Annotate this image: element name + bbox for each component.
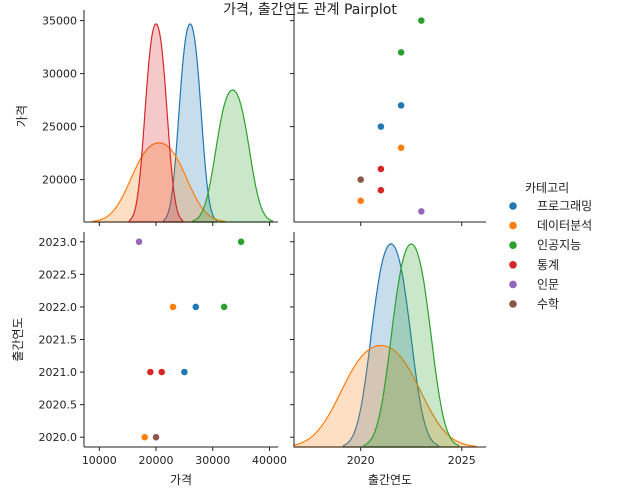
panel-price-kde-ytick-label: 35000 [42,15,77,28]
panels-layer: 20000 25000 30000 35000 2020.0 2020.5 2021.0 20… [11,10,486,487]
legend-marker-데이터분석 [509,221,517,230]
legend-label: 프로그래밍 [537,199,592,213]
panel-year-price-ytick-label: 2023.0 [39,236,78,249]
legend-marker-수학 [509,300,517,308]
x-axis-label-year: 출간연도 [368,473,412,487]
scatter-point-price-year [417,16,426,25]
scatter-point-year-price [180,368,189,376]
scatter-point-year-price [140,433,149,441]
y-axis-label-price: 가격 [15,105,29,127]
y-axis-label-year: 출간연도 [11,317,25,361]
scatter-point-year-price [220,303,228,311]
kde-year-데이터분석 [293,344,477,448]
legend-label: 인공지능 [537,238,581,252]
panel-year-price-ytick-label: 2020.0 [39,431,78,444]
kde-price-프로그래밍 [162,23,218,223]
chart-title: 가격, 출간연도 관계 Pairplot [223,2,397,18]
panel-year-kde-xtick-label: 2025 [448,454,476,467]
legend-marker-인공지능 [509,241,517,249]
panel-price-kde-ytick-label: 30000 [42,68,77,81]
scatter-point-price-year [377,122,385,131]
legend-label: 데이터분석 [537,219,592,233]
scatter-point-price-year [397,48,405,57]
kde-year-프로그래밍 [343,243,439,448]
scatter-point-year-price [237,238,245,246]
scatter-point-price-year [397,101,405,110]
scatter-point-price-year [417,207,426,216]
scatter-point-year-price [152,433,160,441]
legend-label: 통계 [537,258,559,272]
legend-label: 인문 [537,277,559,291]
panel-price-kde-ytick-label: 20000 [42,174,77,187]
legend-marker-프로그래밍 [509,202,517,210]
panel-year-price-xtick-label: 30000 [195,454,230,467]
scatter-point-year-price [135,238,143,246]
panel-year-kde-xtick-label: 2020 [347,454,375,467]
scatter-point-year-price [169,303,177,311]
scatter-point-price-year [377,165,385,173]
panel-year-price-xtick-label: 40000 [252,454,287,467]
kde-year-인공지능 [363,243,460,448]
panel-year-price-ytick-label: 2021.0 [39,366,78,379]
panel-year-price-ytick-label: 2020.5 [39,399,78,412]
scatter-point-price-year [377,186,385,194]
kde-price-통계 [128,23,184,223]
scatter-point-price-year [356,175,365,184]
legend-marker-인문 [509,280,517,289]
legend-marker-통계 [509,261,517,269]
scatter-point-price-year [356,197,365,205]
scatter-point-year-price [157,368,166,376]
x-axis-label-price: 가격 [170,473,192,487]
kde-price-데이터분석 [91,142,226,223]
panel-year-price-ytick-label: 2021.5 [39,334,78,347]
panel-year-price-xtick-label: 20000 [139,454,174,467]
panel-year-price-ytick-label: 2022.0 [39,301,78,314]
scatter-point-year-price [191,303,200,311]
legend-title: 카테고리 [525,181,569,195]
scatter-point-year-price [146,368,155,376]
legend-label: 수학 [537,297,559,311]
scatter-point-price-year [397,144,405,152]
panel-year-price-ytick-label: 2022.5 [39,268,78,281]
kde-price-인공지능 [192,89,274,223]
panel-price-kde-ytick-label: 25000 [42,121,77,134]
panel-year-price-xtick-label: 10000 [82,454,117,467]
